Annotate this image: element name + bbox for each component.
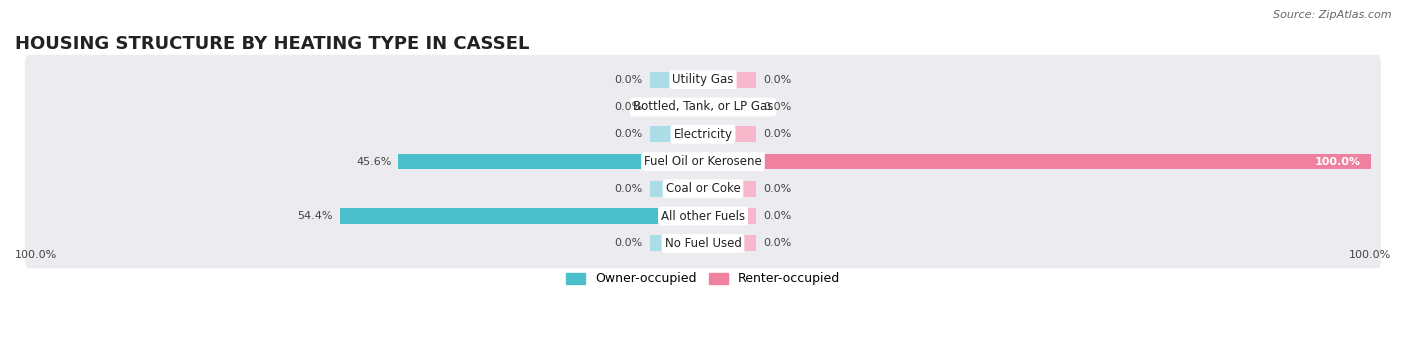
Bar (650, 72, 703, 88)
Text: No Fuel Used: No Fuel Used (665, 237, 741, 250)
Text: 45.6%: 45.6% (356, 157, 392, 166)
Text: Electricity: Electricity (673, 128, 733, 141)
Bar (703, 127, 756, 142)
Text: 0.0%: 0.0% (763, 238, 792, 248)
FancyBboxPatch shape (25, 164, 1381, 214)
Text: Fuel Oil or Kerosene: Fuel Oil or Kerosene (644, 155, 762, 168)
Text: Coal or Coke: Coal or Coke (665, 182, 741, 195)
Text: 100.0%: 100.0% (1348, 250, 1391, 260)
Text: 54.4%: 54.4% (298, 211, 333, 221)
Bar (703, 99, 756, 115)
FancyBboxPatch shape (25, 109, 1381, 159)
Text: 100.0%: 100.0% (1315, 157, 1361, 166)
Text: 0.0%: 0.0% (614, 129, 643, 139)
Text: 0.0%: 0.0% (614, 184, 643, 194)
Text: 0.0%: 0.0% (614, 102, 643, 112)
Bar (703, 236, 756, 251)
Text: All other Fuels: All other Fuels (661, 210, 745, 223)
Text: 0.0%: 0.0% (763, 211, 792, 221)
Text: Source: ZipAtlas.com: Source: ZipAtlas.com (1274, 10, 1392, 20)
Bar (703, 154, 1371, 169)
Text: 0.0%: 0.0% (763, 129, 792, 139)
FancyBboxPatch shape (25, 82, 1381, 132)
Bar (703, 72, 756, 88)
Bar (650, 181, 703, 197)
Text: 0.0%: 0.0% (763, 184, 792, 194)
Text: 0.0%: 0.0% (614, 238, 643, 248)
FancyBboxPatch shape (25, 219, 1381, 268)
FancyBboxPatch shape (25, 137, 1381, 187)
Bar (650, 236, 703, 251)
Text: Bottled, Tank, or LP Gas: Bottled, Tank, or LP Gas (633, 101, 773, 114)
Bar (340, 208, 703, 224)
Text: 0.0%: 0.0% (614, 75, 643, 85)
Bar (398, 154, 703, 169)
Text: 100.0%: 100.0% (15, 250, 58, 260)
Text: 0.0%: 0.0% (763, 102, 792, 112)
Bar (650, 127, 703, 142)
Text: Utility Gas: Utility Gas (672, 73, 734, 86)
Text: HOUSING STRUCTURE BY HEATING TYPE IN CASSEL: HOUSING STRUCTURE BY HEATING TYPE IN CAS… (15, 35, 530, 54)
Bar (650, 99, 703, 115)
FancyBboxPatch shape (25, 55, 1381, 105)
FancyBboxPatch shape (25, 191, 1381, 241)
Legend: Owner-occupied, Renter-occupied: Owner-occupied, Renter-occupied (561, 267, 845, 291)
Text: 0.0%: 0.0% (763, 75, 792, 85)
Bar (703, 181, 756, 197)
Bar (703, 208, 756, 224)
